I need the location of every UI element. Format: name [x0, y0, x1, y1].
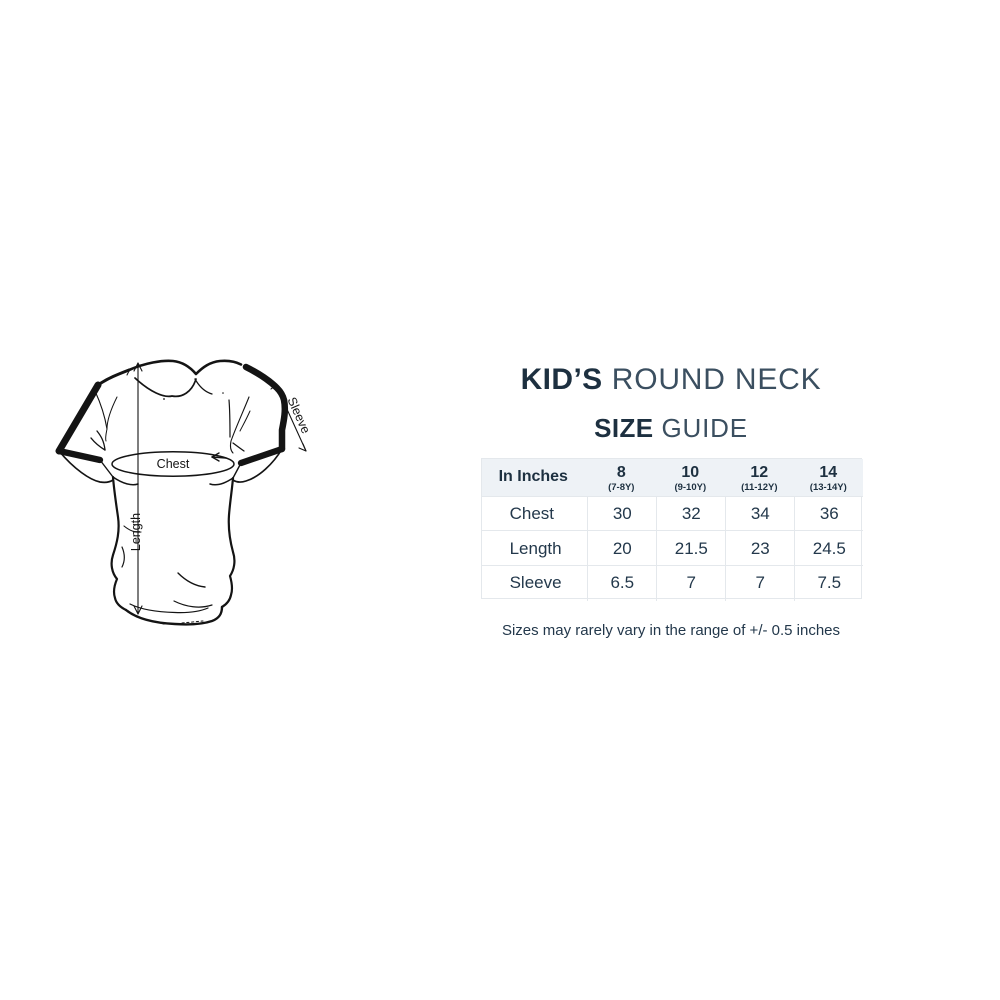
svg-text:Sleeve: Sleeve	[284, 395, 312, 436]
svg-text:Chest: Chest	[157, 457, 190, 471]
svg-text:Length: Length	[129, 513, 143, 551]
